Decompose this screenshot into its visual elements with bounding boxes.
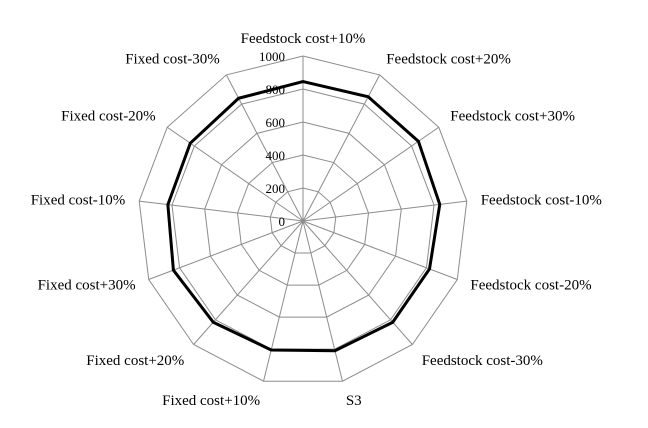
axis-spoke	[302, 126, 440, 222]
axis-spoke	[302, 74, 381, 222]
category-label: Fixed cost+30%	[38, 277, 136, 293]
grid-ring-1000	[138, 55, 468, 382]
tick-label: 600	[266, 115, 286, 130]
axis-spoke	[302, 220, 343, 382]
radial-tick-labels: 0 200 400 600 800 1000	[259, 49, 285, 229]
category-label: Feedstock cost+20%	[386, 52, 511, 68]
tick-label: 200	[266, 181, 286, 196]
grid-ring-400	[236, 154, 370, 286]
category-label: Fixed cost-20%	[61, 108, 156, 124]
tick-label: 0	[279, 214, 286, 229]
axis-spoke	[193, 220, 304, 345]
series-layer	[166, 80, 442, 353]
category-label: Feedstock cost+30%	[450, 108, 575, 124]
category-label: Fixed cost+10%	[162, 393, 260, 409]
category-label: Fixed cost-30%	[125, 52, 220, 68]
category-label: Feedstock cost+10%	[241, 31, 366, 47]
radar-grid	[138, 55, 468, 382]
category-label: Feedstock cost-10%	[481, 192, 602, 208]
series-line	[166, 80, 442, 353]
category-label: S3	[346, 393, 362, 409]
category-labels: Feedstock cost+10% Feedstock cost+20% Feed…	[31, 31, 602, 409]
axis-spoke	[263, 220, 304, 382]
category-label: Fixed cost-10%	[31, 192, 126, 208]
category-label: Feedstock cost-20%	[470, 277, 591, 293]
axis-spoke	[302, 220, 413, 345]
tick-label: 1000	[259, 49, 285, 64]
category-label: Feedstock cost-30%	[422, 353, 543, 369]
category-label: Fixed cost+20%	[86, 353, 184, 369]
grid-ring-200	[269, 187, 337, 254]
tick-label: 400	[266, 148, 286, 163]
axis-spoke	[302, 220, 458, 280]
grid-ring-600	[204, 121, 402, 318]
tick-label: 800	[266, 82, 286, 97]
